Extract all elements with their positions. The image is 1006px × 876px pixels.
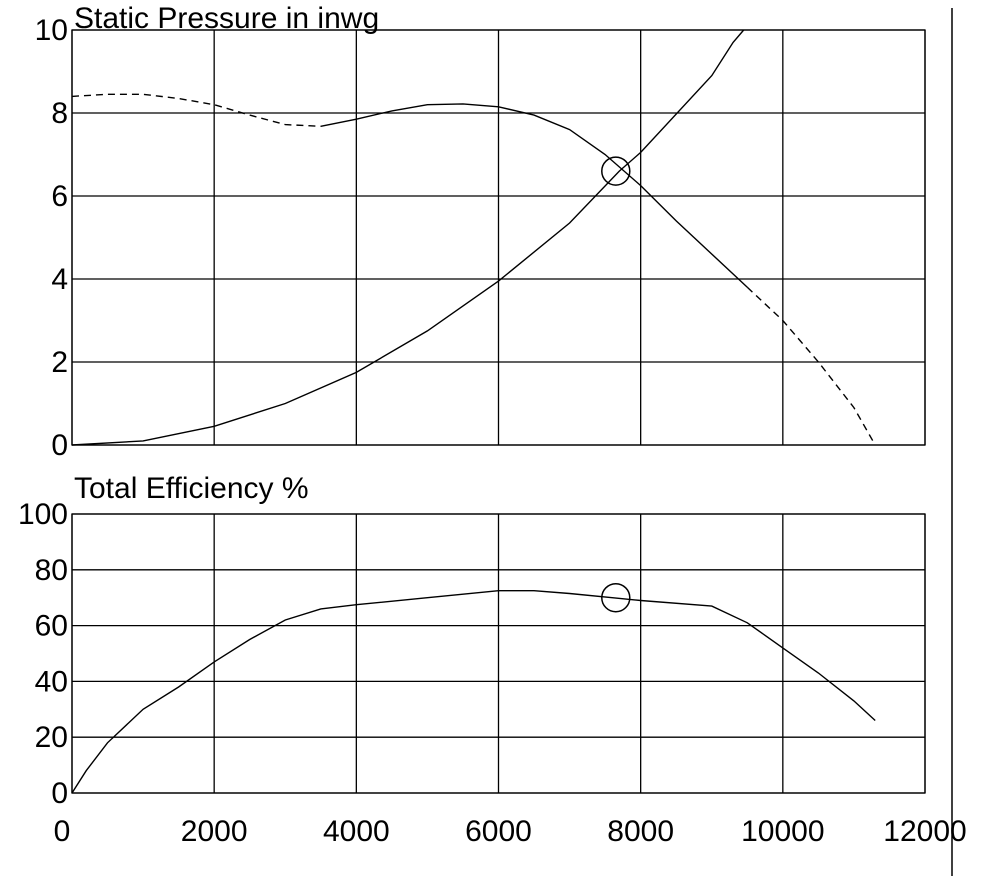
efficiency-panel: 0 20 40 60 80 100 0 2000 4000 6000 8000 10000 12000… [18,472,967,848]
x-tick-label: 6000 [465,815,532,848]
pressure-curves [71,29,876,446]
fan-curve-solid [320,103,748,288]
y-tick-label: 100 [18,498,68,531]
y-tick-label: 6 [51,180,68,213]
pressure-chart-title: Static Pressure in inwg [74,2,379,35]
y-tick-label: 0 [51,429,68,462]
efficiency-y-ticks: 0 20 40 60 80 100 [18,498,68,810]
y-tick-label: 2 [51,346,68,379]
efficiency-curves [71,582,876,794]
efficiency-chart-title: Total Efficiency % [74,472,309,505]
efficiency-grid [71,513,926,794]
operating-point-marker [601,156,631,186]
y-tick-label: 60 [35,610,68,643]
x-tick-label: 0 [54,815,71,848]
static-pressure-panel: 0 2 4 6 8 10 Static Pressure in inwg [35,2,926,462]
y-tick-label: 8 [51,97,68,130]
x-tick-labels: 0 2000 4000 6000 8000 10000 12000 [54,815,967,848]
y-tick-label: 20 [35,721,68,754]
y-tick-label: 4 [51,263,68,296]
system-curve [71,29,745,446]
x-tick-label: 2000 [181,815,248,848]
y-tick-label: 40 [35,665,68,698]
x-tick-label: 10000 [741,815,824,848]
pressure-grid [71,29,926,446]
y-tick-label: 10 [35,14,68,47]
x-tick-label: 4000 [323,815,390,848]
y-tick-label: 0 [51,777,68,810]
fan-curve-dashed-end [746,286,876,446]
operating-point-marker [601,582,631,613]
x-tick-label: 8000 [607,815,674,848]
y-tick-label: 80 [35,554,68,587]
efficiency-curve [71,590,876,794]
fan-curve-dashed-start [71,93,321,127]
pressure-y-ticks: 0 2 4 6 8 10 [35,14,68,462]
x-tick-label: 12000 [883,815,966,848]
